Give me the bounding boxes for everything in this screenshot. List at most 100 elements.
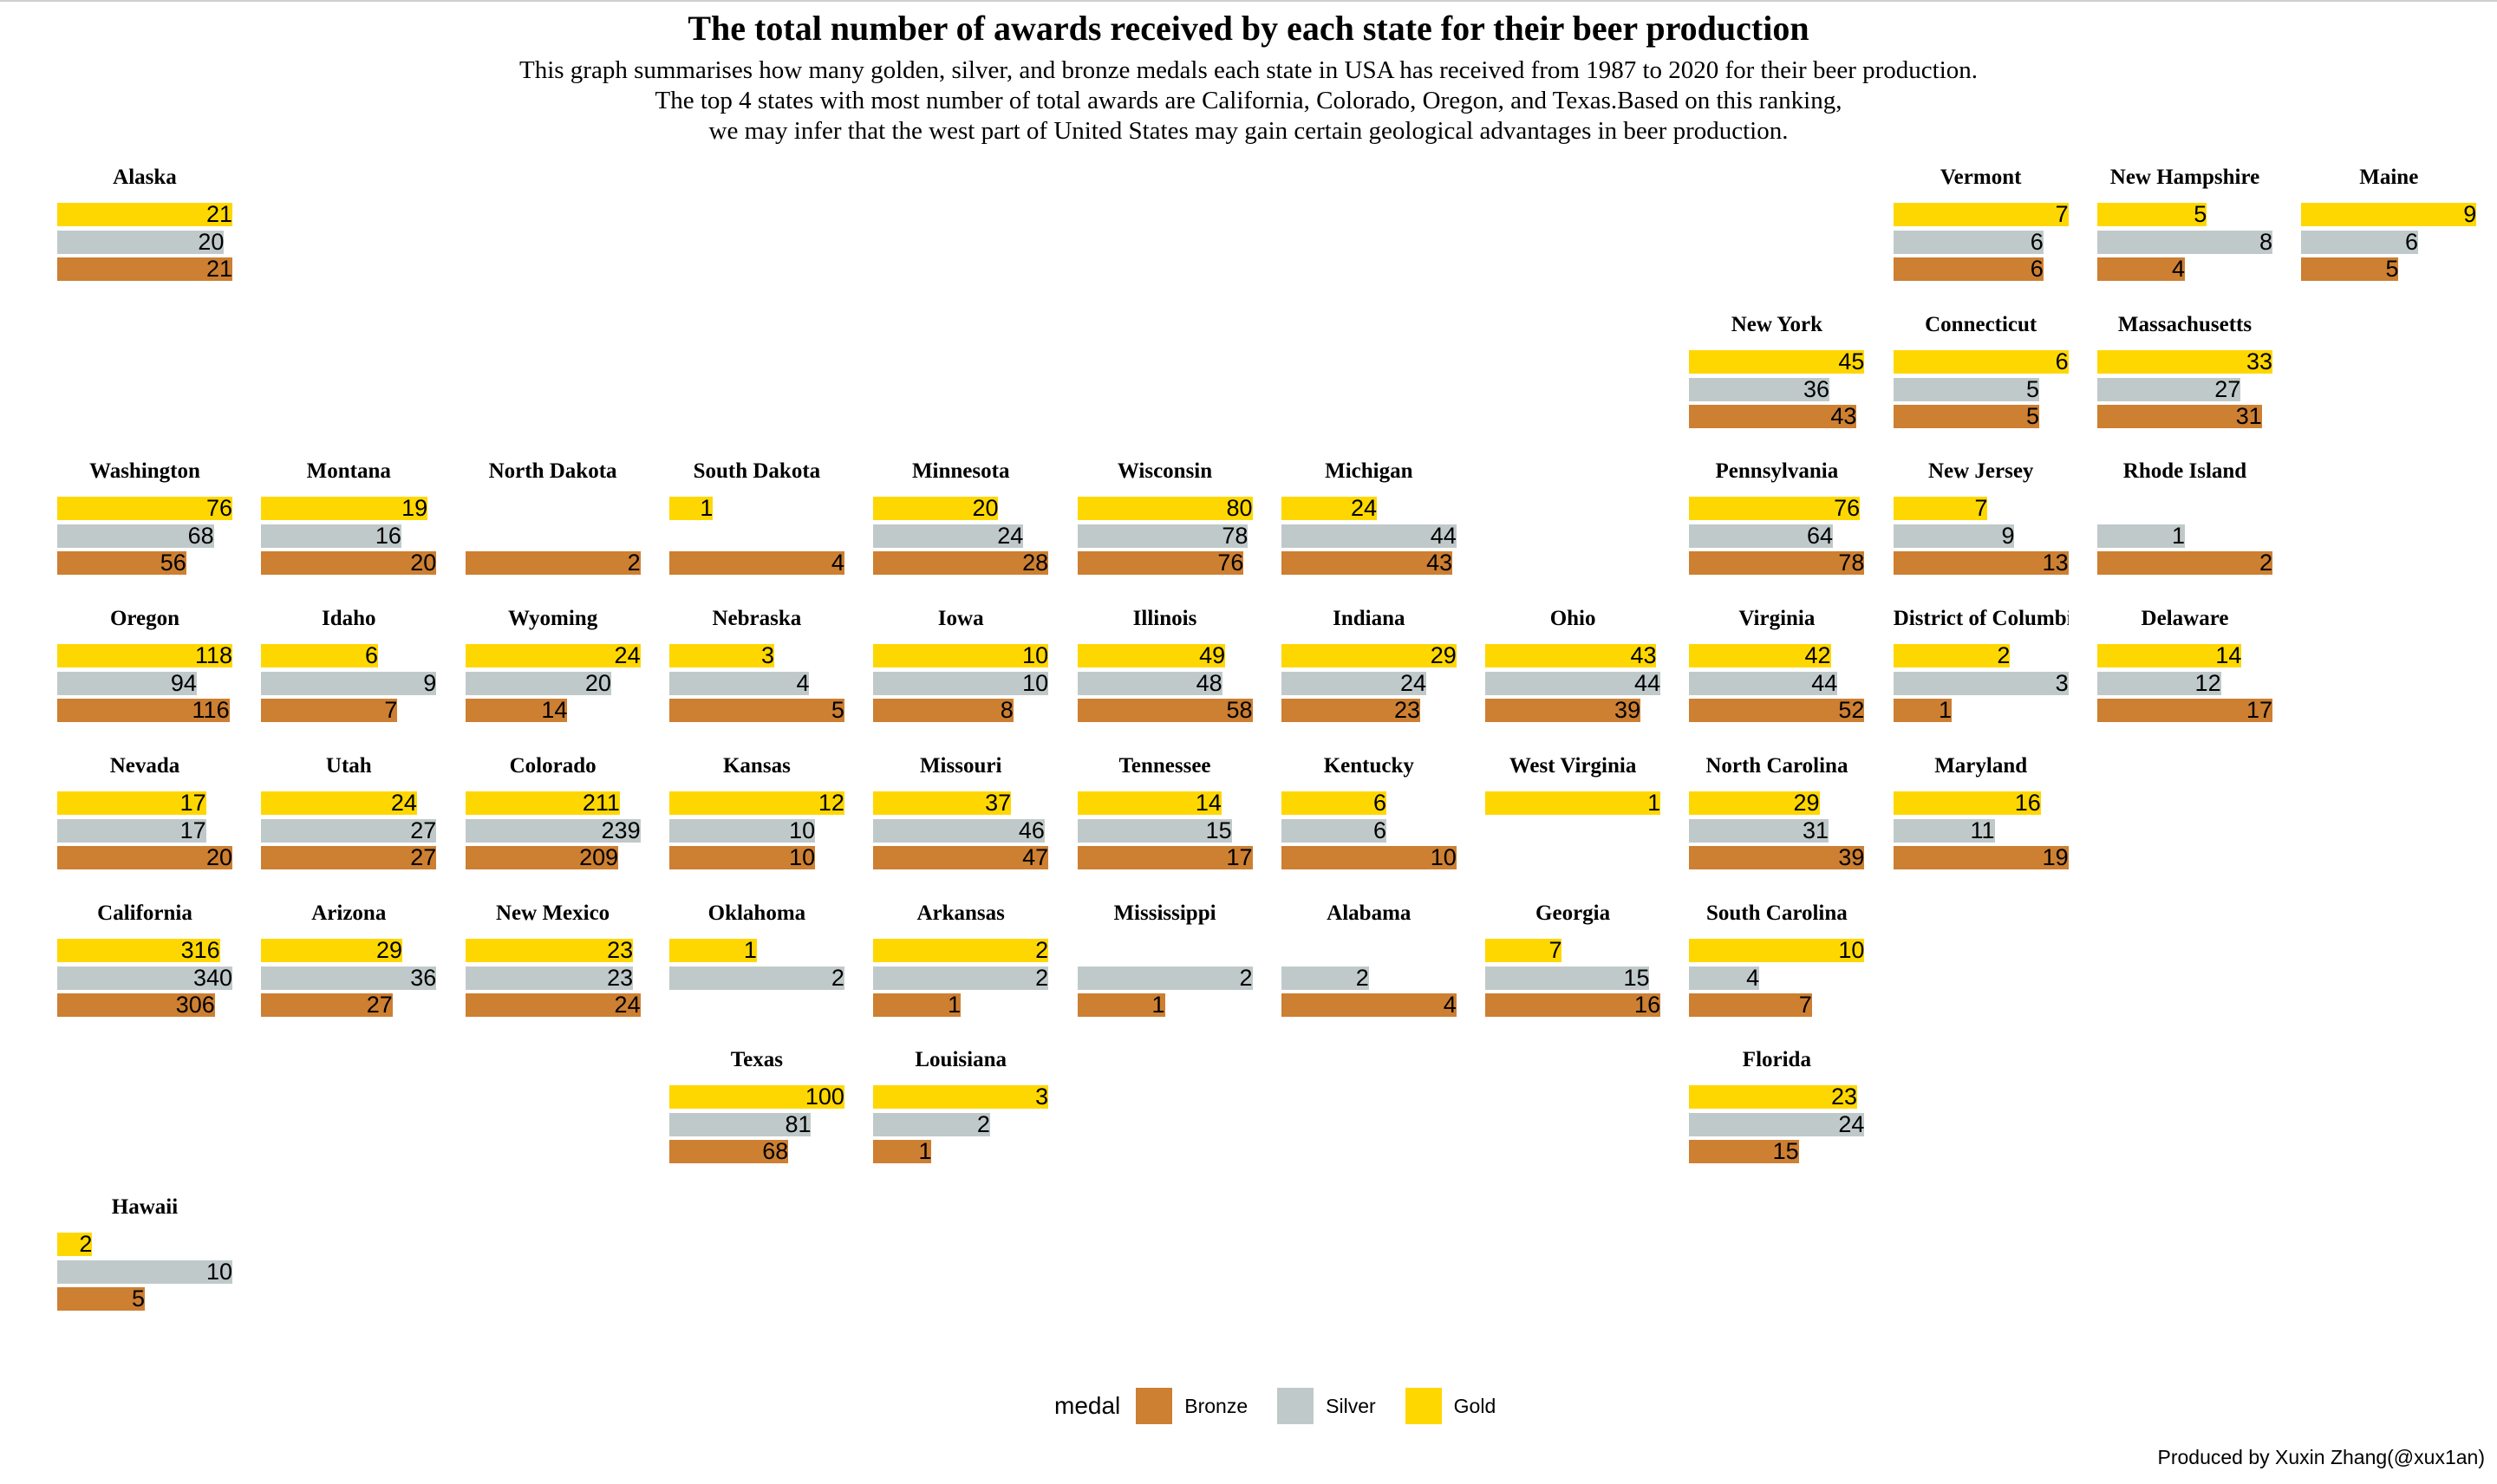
- gold-value-label: 9: [2463, 201, 2477, 227]
- bronze-value-label: 8: [1000, 697, 1014, 724]
- state-panel-california: California 316 340 306: [57, 901, 232, 1022]
- state-panel-maine: Maine 9 6 5: [2301, 165, 2477, 286]
- bronze-bar: [1077, 699, 1253, 723]
- gold-bar: [1893, 497, 1988, 521]
- state-label: Kansas: [722, 753, 791, 778]
- gold-value-label: 29: [1430, 642, 1457, 669]
- state-panel-maryland: Maryland 16 11 19: [1893, 753, 2069, 875]
- bronze-bar: [57, 551, 186, 576]
- gold-value-label: 12: [818, 789, 844, 816]
- state-panel-idaho: Idaho 6 9 7: [261, 606, 437, 727]
- state-label: Ohio: [1549, 607, 1596, 631]
- bronze-value-label: 13: [2042, 550, 2069, 576]
- gold-bar: [2097, 644, 2242, 668]
- state-panel-kentucky: Kentucky 6 6 10: [1281, 753, 1457, 875]
- legend-label-bronze: Bronze: [1184, 1394, 1248, 1417]
- silver-bar: [1893, 377, 2039, 401]
- silver-bar: [57, 1259, 232, 1284]
- gold-value-label: 80: [1226, 495, 1253, 522]
- bronze-bar: [261, 993, 393, 1017]
- state-panel-new-jersey: New Jersey 7 9 13: [1893, 459, 2069, 580]
- gold-value-label: 24: [614, 642, 641, 669]
- subtitle-line-1: This graph summarises how many golden, s…: [518, 56, 1978, 84]
- bronze-bar: [57, 845, 232, 869]
- silver-bar: [465, 966, 634, 990]
- bronze-bar: [57, 993, 215, 1017]
- gold-value-label: 2: [79, 1230, 93, 1257]
- bronze-value-label: 14: [541, 697, 568, 724]
- gold-value-label: 10: [1022, 642, 1049, 669]
- bronze-value-label: 5: [131, 1285, 145, 1312]
- gold-bar: [668, 497, 714, 521]
- gold-bar: [57, 497, 232, 521]
- gold-bar: [1485, 791, 1661, 815]
- gold-value-label: 76: [1834, 495, 1861, 522]
- bronze-bar: [1281, 551, 1453, 576]
- gold-bar: [873, 1085, 1049, 1110]
- silver-value-label: 44: [1430, 523, 1457, 550]
- state-label: North Carolina: [1705, 753, 1848, 778]
- bronze-value-label: 16: [1634, 991, 1661, 1018]
- bronze-bar: [668, 699, 844, 723]
- state-label: Vermont: [1940, 166, 2022, 189]
- bronze-value-label: 43: [1426, 550, 1453, 576]
- gold-value-label: 1: [743, 936, 757, 963]
- gold-bar: [465, 938, 634, 962]
- legend-title: medal: [1054, 1392, 1121, 1419]
- state-label: Wisconsin: [1117, 459, 1213, 484]
- bronze-bar: [1893, 257, 2044, 281]
- silver-value-label: 8: [2259, 229, 2272, 255]
- state-panel-kansas: Kansas 12 10 10: [668, 753, 844, 875]
- state-panel-wisconsin: Wisconsin 80 78 76: [1077, 459, 1253, 580]
- bronze-value-label: 1: [948, 991, 962, 1018]
- bronze-bar: [873, 699, 1014, 723]
- state-panel-rhode-island: Rhode Island 1 2: [2097, 459, 2272, 580]
- gold-value-label: 29: [1793, 789, 1820, 816]
- bronze-value-label: 209: [579, 843, 619, 870]
- silver-value-label: 27: [2214, 375, 2241, 402]
- gold-bar: [1689, 791, 1820, 815]
- bronze-value-label: 10: [789, 843, 816, 870]
- state-label: Mississippi: [1113, 901, 1216, 925]
- state-panel-pennsylvania: Pennsylvania 76 64 78: [1689, 459, 1865, 580]
- state-panel-new-mexico: New Mexico 23 23 24: [465, 901, 641, 1022]
- bronze-bar: [1689, 551, 1865, 576]
- silver-bar: [57, 231, 225, 254]
- top-rule: [0, 0, 2497, 2]
- bronze-value-label: 1: [918, 1138, 932, 1165]
- bronze-value-label: 17: [2246, 697, 2272, 724]
- state-label: Iowa: [937, 607, 984, 631]
- bronze-bar: [1485, 699, 1641, 723]
- silver-bar: [873, 966, 1049, 990]
- silver-value-label: 17: [179, 817, 206, 843]
- silver-bar: [1281, 966, 1369, 990]
- bronze-value-label: 7: [1798, 991, 1812, 1018]
- state-label: Connecticut: [1925, 312, 2037, 336]
- bronze-value-label: 5: [831, 697, 844, 724]
- bronze-value-label: 31: [2235, 402, 2262, 429]
- silver-bar: [1689, 377, 1829, 401]
- gold-value-label: 7: [1548, 936, 1562, 963]
- bronze-value-label: 20: [410, 550, 437, 576]
- gold-value-label: 20: [972, 495, 999, 522]
- silver-value-label: 4: [1746, 964, 1760, 991]
- silver-value-label: 2: [1355, 964, 1369, 991]
- silver-value-label: 4: [796, 670, 810, 697]
- silver-value-label: 16: [375, 523, 401, 550]
- chart-title: The total number of awards received by e…: [688, 9, 1809, 48]
- gold-value-label: 17: [179, 789, 206, 816]
- silver-bar: [2097, 377, 2241, 401]
- bronze-value-label: 1: [1938, 697, 1952, 724]
- bronze-value-label: 68: [762, 1138, 789, 1165]
- silver-bar: [1689, 672, 1838, 696]
- state-panel-nebraska: Nebraska 3 4 5: [668, 606, 844, 727]
- state-label: Colorado: [509, 753, 597, 778]
- silver-bar: [57, 818, 206, 843]
- bronze-value-label: 20: [205, 843, 232, 870]
- silver-value-label: 23: [607, 964, 634, 991]
- state-panel-arizona: Arizona 29 36 27: [261, 901, 437, 1022]
- state-label: Virginia: [1738, 607, 1816, 631]
- silver-bar: [668, 818, 816, 843]
- gold-bar: [2301, 203, 2477, 226]
- bronze-bar: [57, 1286, 145, 1311]
